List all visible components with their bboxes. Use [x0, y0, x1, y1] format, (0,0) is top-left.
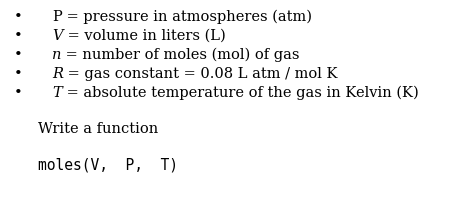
Text: •: • [14, 10, 22, 24]
Text: •: • [14, 67, 22, 81]
Text: •: • [14, 86, 22, 100]
Text: •: • [14, 29, 22, 43]
Text: R: R [52, 67, 63, 81]
Text: moles(V,  P,  T): moles(V, P, T) [38, 157, 178, 172]
Text: = number of moles (mol) of gas: = number of moles (mol) of gas [61, 48, 300, 62]
Text: P: P [52, 10, 62, 24]
Text: Write a function: Write a function [38, 121, 158, 135]
Text: = pressure in atmospheres (atm): = pressure in atmospheres (atm) [62, 10, 312, 24]
Text: V: V [52, 29, 63, 43]
Text: = volume in liters (L): = volume in liters (L) [63, 29, 225, 43]
Text: = absolute temperature of the gas in Kelvin (K): = absolute temperature of the gas in Kel… [62, 86, 418, 100]
Text: T: T [52, 86, 62, 100]
Text: n: n [52, 48, 61, 62]
Text: = gas constant = 0.08 L atm / mol K: = gas constant = 0.08 L atm / mol K [63, 67, 338, 81]
Text: •: • [14, 48, 22, 62]
